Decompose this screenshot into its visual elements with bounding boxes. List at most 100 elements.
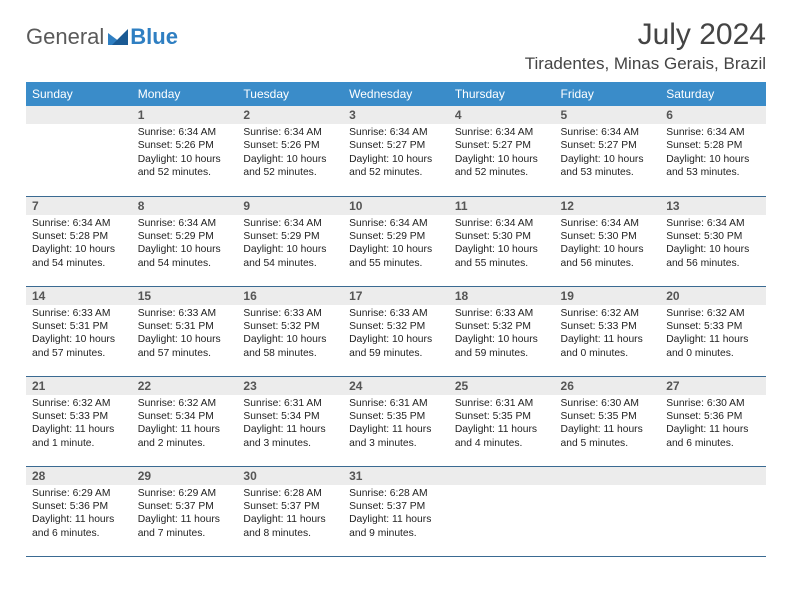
daylight-text: Daylight: 11 hours and 2 minutes. <box>138 423 232 450</box>
calendar-day-cell: 12Sunrise: 6:34 AMSunset: 5:30 PMDayligh… <box>555 196 661 286</box>
daylight-text: Daylight: 10 hours and 54 minutes. <box>243 243 337 270</box>
day-number <box>449 467 555 485</box>
day-number: 16 <box>237 287 343 305</box>
weekday-header: Friday <box>555 82 661 106</box>
daylight-text: Daylight: 11 hours and 6 minutes. <box>32 513 126 540</box>
calendar-day-cell: 23Sunrise: 6:31 AMSunset: 5:34 PMDayligh… <box>237 376 343 466</box>
daylight-text: Daylight: 10 hours and 54 minutes. <box>32 243 126 270</box>
sunset-text: Sunset: 5:35 PM <box>455 410 549 423</box>
calendar-day-cell: 25Sunrise: 6:31 AMSunset: 5:35 PMDayligh… <box>449 376 555 466</box>
daylight-text: Daylight: 10 hours and 55 minutes. <box>455 243 549 270</box>
calendar-day-cell <box>555 466 661 556</box>
day-number: 5 <box>555 106 661 124</box>
day-number: 24 <box>343 377 449 395</box>
sunset-text: Sunset: 5:29 PM <box>349 230 443 243</box>
calendar-day-cell <box>26 106 132 196</box>
day-details: Sunrise: 6:29 AMSunset: 5:36 PMDaylight:… <box>26 485 132 545</box>
calendar-week-row: 14Sunrise: 6:33 AMSunset: 5:31 PMDayligh… <box>26 286 766 376</box>
daylight-text: Daylight: 11 hours and 9 minutes. <box>349 513 443 540</box>
calendar-day-cell <box>660 466 766 556</box>
logo-triangle-icon <box>108 29 128 45</box>
day-details: Sunrise: 6:32 AMSunset: 5:33 PMDaylight:… <box>555 305 661 365</box>
calendar-day-cell: 6Sunrise: 6:34 AMSunset: 5:28 PMDaylight… <box>660 106 766 196</box>
calendar-day-cell: 20Sunrise: 6:32 AMSunset: 5:33 PMDayligh… <box>660 286 766 376</box>
sunrise-text: Sunrise: 6:30 AM <box>666 397 760 410</box>
sunrise-text: Sunrise: 6:30 AM <box>561 397 655 410</box>
day-number: 1 <box>132 106 238 124</box>
day-number: 31 <box>343 467 449 485</box>
sunrise-text: Sunrise: 6:33 AM <box>138 307 232 320</box>
day-details: Sunrise: 6:32 AMSunset: 5:34 PMDaylight:… <box>132 395 238 455</box>
day-number: 18 <box>449 287 555 305</box>
calendar-day-cell: 21Sunrise: 6:32 AMSunset: 5:33 PMDayligh… <box>26 376 132 466</box>
calendar-day-cell: 18Sunrise: 6:33 AMSunset: 5:32 PMDayligh… <box>449 286 555 376</box>
sunset-text: Sunset: 5:33 PM <box>561 320 655 333</box>
daylight-text: Daylight: 11 hours and 5 minutes. <box>561 423 655 450</box>
sunrise-text: Sunrise: 6:34 AM <box>666 126 760 139</box>
calendar-week-row: 1Sunrise: 6:34 AMSunset: 5:26 PMDaylight… <box>26 106 766 196</box>
day-number: 7 <box>26 197 132 215</box>
day-details: Sunrise: 6:34 AMSunset: 5:28 PMDaylight:… <box>26 215 132 275</box>
sunrise-text: Sunrise: 6:34 AM <box>561 217 655 230</box>
weekday-header: Wednesday <box>343 82 449 106</box>
month-title: July 2024 <box>525 18 766 52</box>
weekday-header: Tuesday <box>237 82 343 106</box>
daylight-text: Daylight: 10 hours and 56 minutes. <box>666 243 760 270</box>
logo-text-blue: Blue <box>130 24 178 50</box>
daylight-text: Daylight: 10 hours and 54 minutes. <box>138 243 232 270</box>
calendar-day-cell: 15Sunrise: 6:33 AMSunset: 5:31 PMDayligh… <box>132 286 238 376</box>
day-number: 25 <box>449 377 555 395</box>
sunrise-text: Sunrise: 6:34 AM <box>138 126 232 139</box>
day-details: Sunrise: 6:34 AMSunset: 5:30 PMDaylight:… <box>660 215 766 275</box>
day-details: Sunrise: 6:33 AMSunset: 5:32 PMDaylight:… <box>343 305 449 365</box>
day-details: Sunrise: 6:29 AMSunset: 5:37 PMDaylight:… <box>132 485 238 545</box>
sunset-text: Sunset: 5:28 PM <box>32 230 126 243</box>
daylight-text: Daylight: 11 hours and 3 minutes. <box>349 423 443 450</box>
day-details: Sunrise: 6:32 AMSunset: 5:33 PMDaylight:… <box>26 395 132 455</box>
calendar-day-cell: 26Sunrise: 6:30 AMSunset: 5:35 PMDayligh… <box>555 376 661 466</box>
calendar-day-cell: 27Sunrise: 6:30 AMSunset: 5:36 PMDayligh… <box>660 376 766 466</box>
sunset-text: Sunset: 5:27 PM <box>561 139 655 152</box>
sunrise-text: Sunrise: 6:32 AM <box>138 397 232 410</box>
day-number: 4 <box>449 106 555 124</box>
day-details: Sunrise: 6:33 AMSunset: 5:31 PMDaylight:… <box>26 305 132 365</box>
sunrise-text: Sunrise: 6:34 AM <box>455 217 549 230</box>
sunrise-text: Sunrise: 6:33 AM <box>243 307 337 320</box>
sunset-text: Sunset: 5:31 PM <box>138 320 232 333</box>
calendar-day-cell: 5Sunrise: 6:34 AMSunset: 5:27 PMDaylight… <box>555 106 661 196</box>
sunrise-text: Sunrise: 6:29 AM <box>138 487 232 500</box>
sunset-text: Sunset: 5:30 PM <box>455 230 549 243</box>
sunrise-text: Sunrise: 6:34 AM <box>243 217 337 230</box>
sunrise-text: Sunrise: 6:28 AM <box>243 487 337 500</box>
sunrise-text: Sunrise: 6:28 AM <box>349 487 443 500</box>
logo: General Blue <box>26 24 178 50</box>
day-number: 21 <box>26 377 132 395</box>
day-details: Sunrise: 6:34 AMSunset: 5:29 PMDaylight:… <box>132 215 238 275</box>
calendar-day-cell: 14Sunrise: 6:33 AMSunset: 5:31 PMDayligh… <box>26 286 132 376</box>
sunrise-text: Sunrise: 6:34 AM <box>349 217 443 230</box>
day-details: Sunrise: 6:31 AMSunset: 5:35 PMDaylight:… <box>449 395 555 455</box>
day-details: Sunrise: 6:33 AMSunset: 5:31 PMDaylight:… <box>132 305 238 365</box>
day-details: Sunrise: 6:30 AMSunset: 5:35 PMDaylight:… <box>555 395 661 455</box>
calendar-day-cell: 30Sunrise: 6:28 AMSunset: 5:37 PMDayligh… <box>237 466 343 556</box>
sunset-text: Sunset: 5:33 PM <box>32 410 126 423</box>
daylight-text: Daylight: 10 hours and 52 minutes. <box>349 153 443 180</box>
sunrise-text: Sunrise: 6:34 AM <box>243 126 337 139</box>
daylight-text: Daylight: 11 hours and 0 minutes. <box>561 333 655 360</box>
calendar-week-row: 21Sunrise: 6:32 AMSunset: 5:33 PMDayligh… <box>26 376 766 466</box>
day-details: Sunrise: 6:34 AMSunset: 5:30 PMDaylight:… <box>555 215 661 275</box>
day-details: Sunrise: 6:28 AMSunset: 5:37 PMDaylight:… <box>237 485 343 545</box>
day-number <box>26 106 132 124</box>
calendar-day-cell: 11Sunrise: 6:34 AMSunset: 5:30 PMDayligh… <box>449 196 555 286</box>
calendar-day-cell: 13Sunrise: 6:34 AMSunset: 5:30 PMDayligh… <box>660 196 766 286</box>
day-details: Sunrise: 6:31 AMSunset: 5:34 PMDaylight:… <box>237 395 343 455</box>
day-number <box>660 467 766 485</box>
day-number: 3 <box>343 106 449 124</box>
calendar-day-cell: 3Sunrise: 6:34 AMSunset: 5:27 PMDaylight… <box>343 106 449 196</box>
sunrise-text: Sunrise: 6:34 AM <box>561 126 655 139</box>
day-details: Sunrise: 6:34 AMSunset: 5:26 PMDaylight:… <box>237 124 343 184</box>
day-details: Sunrise: 6:34 AMSunset: 5:30 PMDaylight:… <box>449 215 555 275</box>
day-number: 11 <box>449 197 555 215</box>
sunset-text: Sunset: 5:27 PM <box>455 139 549 152</box>
sunset-text: Sunset: 5:37 PM <box>243 500 337 513</box>
